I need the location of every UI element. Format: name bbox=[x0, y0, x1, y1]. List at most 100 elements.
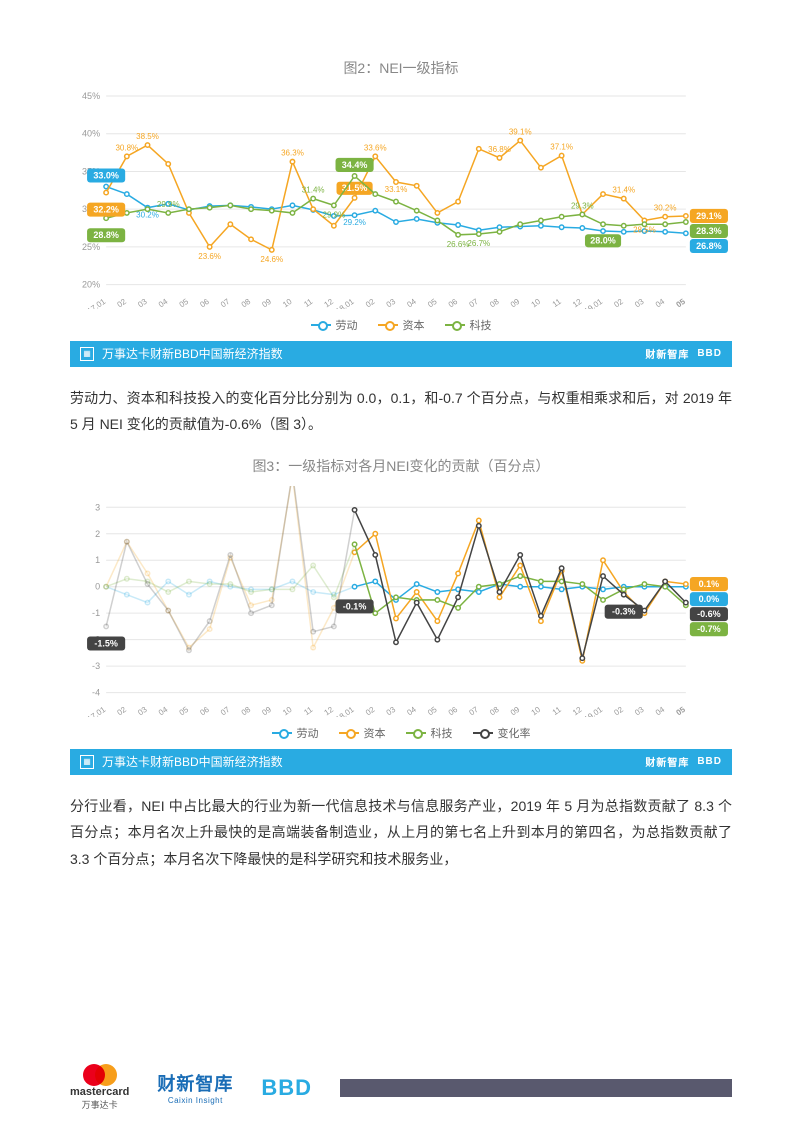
caixin-logo: 财新智库 Caixin Insight bbox=[157, 1070, 233, 1105]
svg-text:09: 09 bbox=[509, 297, 522, 309]
svg-text:09: 09 bbox=[260, 297, 273, 309]
chart2-title: 图2：NEI一级指标 bbox=[70, 58, 732, 78]
legend-item-labor: 劳动 bbox=[272, 725, 319, 741]
svg-text:36.8%: 36.8% bbox=[488, 145, 511, 154]
legend-item-capital: 资本 bbox=[339, 725, 386, 741]
svg-text:-1.5%: -1.5% bbox=[94, 638, 118, 648]
chart2-footer-brand1: 财新智库 bbox=[645, 346, 689, 361]
mastercard-logo: mastercard 万事达卡 bbox=[70, 1064, 129, 1111]
svg-text:04: 04 bbox=[654, 297, 667, 309]
svg-text:05: 05 bbox=[675, 704, 688, 716]
svg-text:28.8%: 28.8% bbox=[93, 230, 119, 240]
svg-text:1: 1 bbox=[95, 555, 100, 565]
chart2-svg: 20%25%30%35%40%45%2017.01020304050607080… bbox=[70, 88, 732, 309]
svg-text:12: 12 bbox=[571, 297, 584, 309]
svg-text:29.2%: 29.2% bbox=[343, 218, 366, 227]
svg-text:03: 03 bbox=[136, 297, 149, 309]
svg-text:07: 07 bbox=[219, 297, 232, 309]
svg-text:08: 08 bbox=[240, 297, 253, 309]
svg-text:08: 08 bbox=[488, 297, 501, 309]
svg-text:-0.7%: -0.7% bbox=[697, 624, 721, 634]
svg-text:11: 11 bbox=[551, 704, 563, 716]
caixin-label: 财新智库 bbox=[157, 1070, 233, 1096]
svg-text:31.4%: 31.4% bbox=[302, 186, 325, 195]
svg-text:28.0%: 28.0% bbox=[590, 236, 616, 246]
svg-text:29.1%: 29.1% bbox=[696, 211, 722, 221]
svg-text:07: 07 bbox=[467, 704, 480, 716]
chart3-footer-brand1: 财新智库 bbox=[645, 754, 689, 769]
svg-text:02: 02 bbox=[116, 297, 129, 309]
chart2-footer-text: 万事达卡财新BBD中国新经济指数 bbox=[102, 345, 283, 362]
svg-text:11: 11 bbox=[302, 297, 314, 309]
svg-text:24.6%: 24.6% bbox=[260, 255, 283, 264]
svg-text:26.6%: 26.6% bbox=[447, 240, 470, 249]
svg-text:45%: 45% bbox=[82, 91, 100, 101]
footer-icon: ▦ bbox=[80, 755, 94, 769]
svg-text:12: 12 bbox=[323, 297, 336, 309]
svg-text:-0.1%: -0.1% bbox=[343, 601, 367, 611]
svg-text:37.1%: 37.1% bbox=[550, 143, 573, 152]
svg-text:08: 08 bbox=[488, 704, 501, 716]
svg-text:09: 09 bbox=[509, 704, 522, 716]
svg-text:03: 03 bbox=[136, 704, 149, 716]
svg-text:04: 04 bbox=[405, 297, 418, 309]
svg-text:03: 03 bbox=[385, 297, 398, 309]
svg-text:11: 11 bbox=[551, 297, 563, 309]
svg-text:06: 06 bbox=[447, 704, 460, 716]
svg-text:10: 10 bbox=[281, 297, 294, 309]
mastercard-icon bbox=[83, 1064, 117, 1086]
svg-text:06: 06 bbox=[447, 297, 460, 309]
svg-text:-0.6%: -0.6% bbox=[697, 609, 721, 619]
svg-text:2017.01: 2017.01 bbox=[78, 704, 107, 716]
svg-text:-0.3%: -0.3% bbox=[612, 606, 636, 616]
svg-text:12: 12 bbox=[323, 704, 336, 716]
svg-text:05: 05 bbox=[426, 297, 439, 309]
svg-text:32.2%: 32.2% bbox=[93, 204, 119, 214]
bbd-logo: BBD bbox=[261, 1075, 312, 1101]
svg-text:0.1%: 0.1% bbox=[699, 579, 720, 589]
chart3-legend: 劳动 资本 科技 变化率 bbox=[70, 717, 732, 749]
svg-text:06: 06 bbox=[198, 297, 211, 309]
svg-text:29.9%: 29.9% bbox=[323, 210, 346, 219]
footer-icon: ▦ bbox=[80, 347, 94, 361]
chart3-footer-brand2: BBD bbox=[697, 756, 722, 767]
svg-text:04: 04 bbox=[157, 704, 170, 716]
svg-text:33.1%: 33.1% bbox=[385, 185, 408, 194]
paragraph-1: 劳动力、资本和科技投入的变化百分比分别为 0.0，0.1，和-0.7 个百分点，… bbox=[70, 385, 732, 438]
svg-text:23.6%: 23.6% bbox=[198, 252, 221, 261]
svg-text:05: 05 bbox=[178, 704, 191, 716]
legend-item-capital: 资本 bbox=[378, 317, 425, 333]
grey-bar bbox=[340, 1079, 732, 1097]
svg-text:25%: 25% bbox=[82, 242, 100, 252]
svg-text:34.4%: 34.4% bbox=[342, 160, 368, 170]
svg-text:05: 05 bbox=[675, 297, 688, 309]
chart3-footer-text: 万事达卡财新BBD中国新经济指数 bbox=[102, 753, 283, 770]
svg-text:10: 10 bbox=[530, 704, 543, 716]
svg-text:06: 06 bbox=[198, 704, 211, 716]
svg-text:38.5%: 38.5% bbox=[136, 132, 159, 141]
svg-text:04: 04 bbox=[654, 704, 667, 716]
svg-text:0.0%: 0.0% bbox=[699, 594, 720, 604]
svg-text:-4: -4 bbox=[92, 687, 100, 697]
svg-text:07: 07 bbox=[467, 297, 480, 309]
svg-text:30.8%: 30.8% bbox=[115, 143, 138, 152]
svg-text:33.6%: 33.6% bbox=[364, 143, 387, 152]
legend-item-change: 变化率 bbox=[473, 725, 531, 741]
svg-text:04: 04 bbox=[157, 297, 170, 309]
svg-text:31.4%: 31.4% bbox=[612, 186, 635, 195]
logo-strip: mastercard 万事达卡 财新智库 Caixin Insight BBD bbox=[70, 1064, 732, 1111]
svg-text:30.2%: 30.2% bbox=[654, 204, 677, 213]
svg-text:10: 10 bbox=[281, 704, 294, 716]
chart2-container: 20%25%30%35%40%45%2017.01020304050607080… bbox=[70, 88, 732, 367]
svg-text:40%: 40% bbox=[82, 129, 100, 139]
svg-text:02: 02 bbox=[116, 704, 129, 716]
chart2-footer-brand2: BBD bbox=[697, 348, 722, 359]
legend-item-tech: 科技 bbox=[406, 725, 453, 741]
bbd-label: BBD bbox=[261, 1075, 312, 1101]
svg-text:39.1%: 39.1% bbox=[509, 128, 532, 137]
svg-text:02: 02 bbox=[612, 704, 625, 716]
svg-text:2: 2 bbox=[95, 529, 100, 539]
svg-text:28.3%: 28.3% bbox=[696, 226, 722, 236]
svg-text:12: 12 bbox=[571, 704, 584, 716]
svg-text:02: 02 bbox=[364, 297, 377, 309]
